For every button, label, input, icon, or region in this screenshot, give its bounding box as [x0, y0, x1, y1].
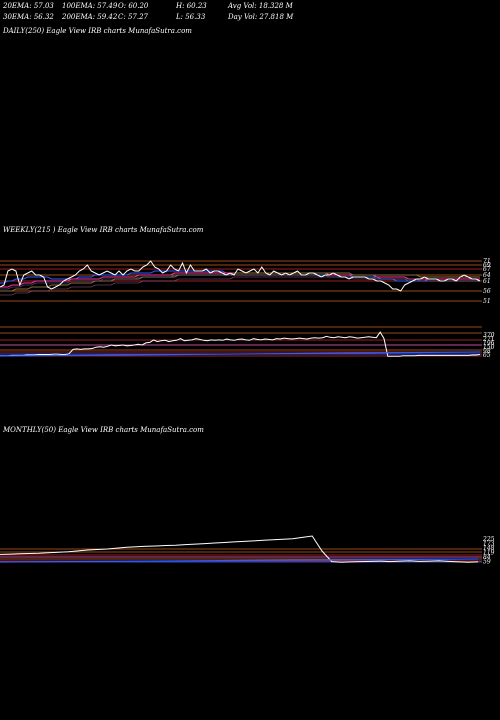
- weekly-ema-line: [0, 276, 480, 296]
- monthly-tick-label: 59: [483, 559, 491, 566]
- weekly-volume-tick-label: 370: [483, 332, 495, 339]
- weekly-y-tick-label: 56: [483, 288, 491, 295]
- weekly-y-tick-label: 64: [483, 272, 491, 279]
- stat-avg-vol: Avg Vol: 18.328 M: [228, 2, 293, 10]
- monthly-tick-label: 84: [483, 554, 491, 561]
- weekly-y-tick-label: 71: [483, 258, 491, 265]
- weekly-panel-title: WEEKLY(215 ) Eagle View IRB charts Munaf…: [3, 226, 204, 234]
- monthly-ema-line: [0, 558, 479, 563]
- monthly-price-line: [0, 535, 479, 563]
- weekly-volume-tick-label: 65: [483, 352, 491, 359]
- daily-panel-title: DAILY(250) Eagle View IRB charts MunafaS…: [3, 27, 192, 35]
- stat-100ema: 100EMA: 57.49: [62, 2, 118, 10]
- stat-close: C: 57.27: [118, 13, 148, 21]
- weekly-volume-line: [0, 331, 481, 357]
- stat-30ema: 30EMA: 56.32: [3, 13, 54, 21]
- stat-low: L: 56.33: [176, 13, 206, 21]
- weekly-volume-tick-label: 271: [482, 336, 494, 343]
- weekly-volume-ema: [0, 351, 481, 357]
- weekly-y-tick-label: 69: [483, 262, 491, 269]
- weekly-volume-tick-label: 196: [483, 340, 495, 347]
- weekly-price-line: [0, 260, 481, 292]
- stat-high: H: 60.23: [176, 2, 207, 10]
- weekly-y-tick-label: 67: [483, 266, 491, 273]
- weekly-y-tick-label: 51: [483, 298, 491, 305]
- monthly-tick-label: 148: [483, 545, 495, 552]
- monthly-tick-label: 225: [482, 536, 495, 543]
- monthly-tick-label: 173: [483, 541, 495, 548]
- weekly-volume-tick-label: 98: [483, 348, 491, 355]
- stat-200ema: 200EMA: 59.42: [62, 13, 118, 21]
- stat-open: O: 60.20: [118, 2, 149, 10]
- stat-day-vol: Day Vol: 27.818 M: [228, 13, 294, 21]
- weekly-volume-tick-label: 150: [483, 344, 495, 351]
- monthly-panel-title: MONTHLY(50) Eagle View IRB charts Munafa…: [3, 426, 204, 434]
- weekly-y-tick-label: 61: [483, 278, 491, 285]
- weekly-ema-line: [0, 272, 480, 292]
- monthly-tick-label: 119: [483, 550, 495, 557]
- stat-20ema: 20EMA: 57.03: [3, 2, 54, 10]
